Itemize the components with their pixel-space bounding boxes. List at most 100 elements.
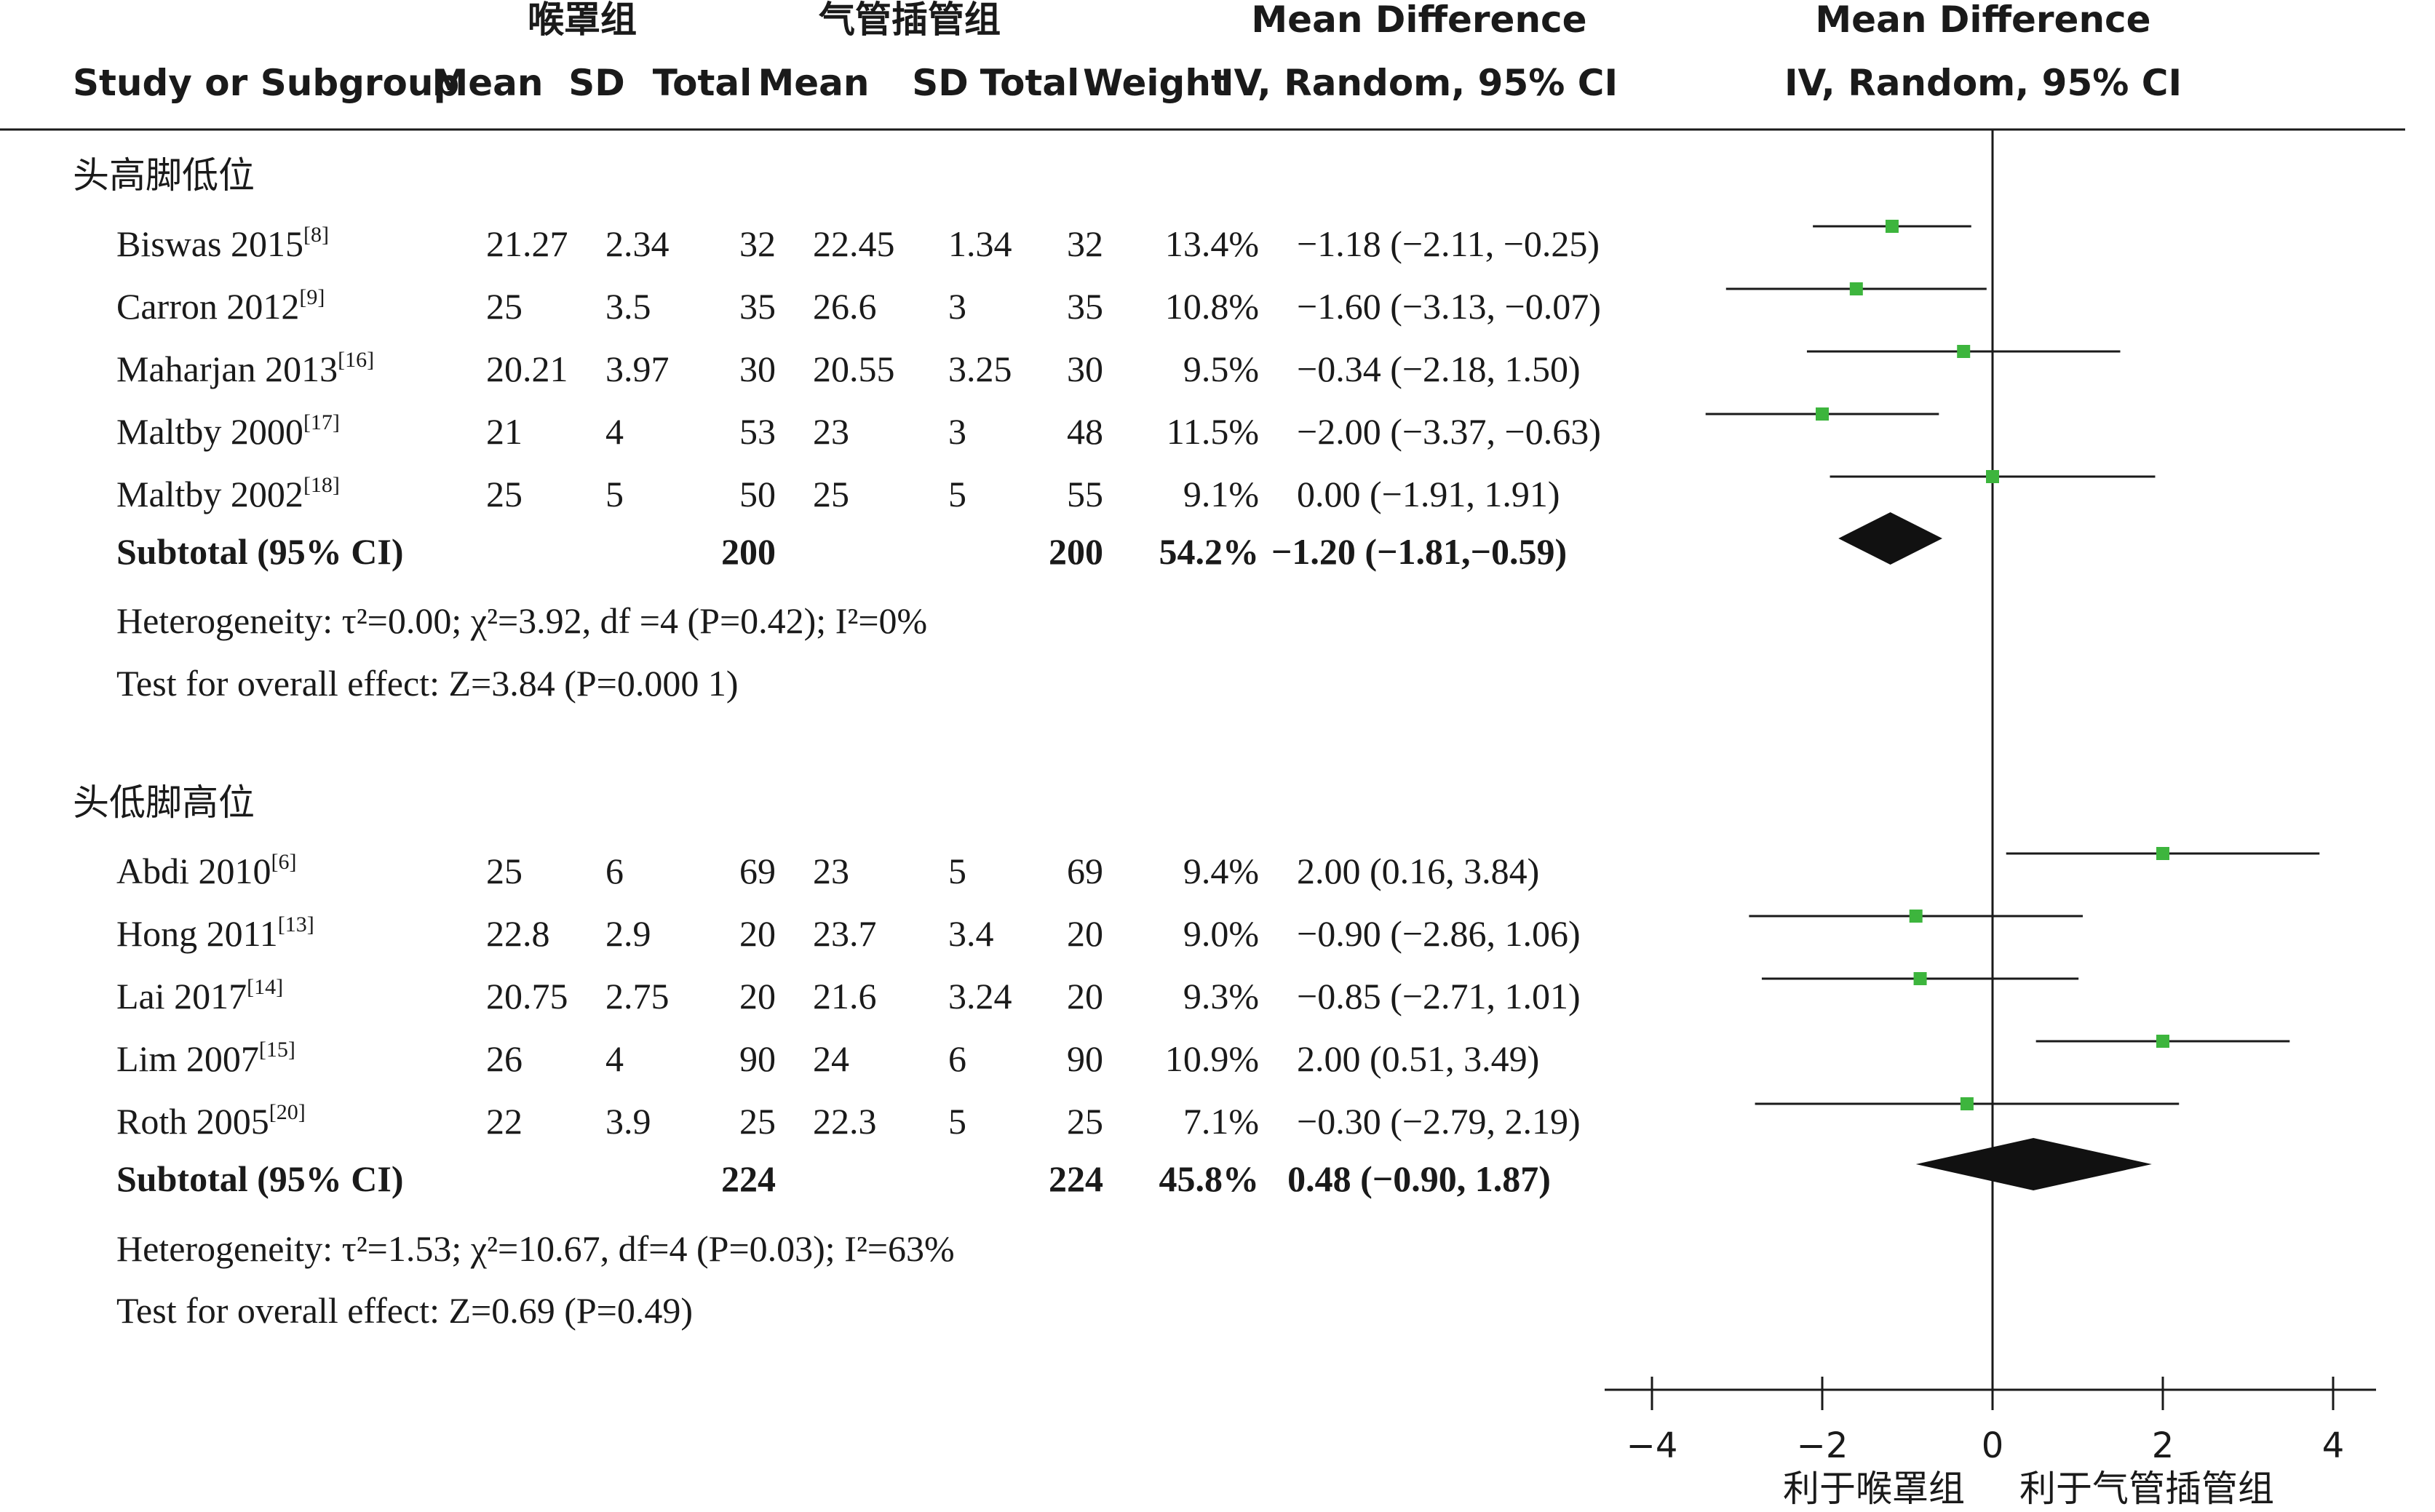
total2-header: Total (980, 62, 1080, 104)
study-reference: [8] (303, 223, 329, 247)
cell-sd2: 3 (948, 286, 966, 327)
study-name: Roth 2005[20] (116, 1100, 306, 1142)
cell-mean2: 23.7 (813, 913, 877, 954)
cell-total2: 48 (1067, 411, 1103, 452)
heterogeneity-text: Heterogeneity: τ²=1.53; χ²=10.67, df=4 (… (116, 1228, 955, 1269)
cell-total2: 90 (1067, 1038, 1103, 1079)
study-header: Study or Subgroup (73, 62, 459, 104)
cell-weight: 9.0% (1183, 913, 1259, 954)
cell-total1: 20 (739, 913, 776, 954)
point-estimate-marker (1960, 1097, 1974, 1110)
cell-weight: 7.1% (1183, 1101, 1259, 1142)
cell-mean2: 22.3 (813, 1101, 877, 1142)
x-ticks: −4 −2 0 2 4 (1626, 1377, 2345, 1466)
cell-total1: 50 (739, 474, 776, 514)
cell-sd2: 3.25 (948, 349, 1012, 389)
cell-sd1: 4 (605, 1038, 624, 1079)
total1-header: Total (653, 62, 752, 104)
cell-ci-text: −1.60 (−3.13, −0.07) (1297, 286, 1601, 327)
x-tick-label: 4 (2322, 1425, 2345, 1466)
cell-mean1: 21 (486, 411, 523, 452)
weight-header: Weight (1083, 62, 1228, 104)
subtotal-weight: 45.8% (1159, 1158, 1260, 1199)
md-table-header-2: IV, Random, 95% CI (1220, 62, 1618, 104)
cell-sd1: 4 (605, 411, 624, 452)
overall-effect-text: Test for overall effect: Z=0.69 (P=0.49) (116, 1290, 693, 1331)
cell-sd1: 3.9 (605, 1101, 651, 1142)
study-reference: [13] (278, 912, 314, 936)
study-name: Lai 2017[14] (116, 975, 283, 1016)
cell-weight: 9.5% (1183, 349, 1259, 389)
cell-total1: 90 (739, 1038, 776, 1079)
cell-ci-text: −1.18 (−2.11, −0.25) (1297, 223, 1600, 264)
cell-ci-text: −0.85 (−2.71, 1.01) (1297, 976, 1581, 1016)
cell-total2: 25 (1067, 1101, 1103, 1142)
subtotal-total2: 200 (1049, 531, 1103, 572)
subtotal-label: Subtotal (95% CI) (116, 1158, 403, 1199)
sd1-header: SD (568, 62, 625, 104)
study-name: Abdi 2010[6] (116, 850, 296, 891)
cell-ci-text: 2.00 (0.16, 3.84) (1297, 851, 1539, 891)
point-estimate-marker (1816, 407, 1829, 421)
cell-sd2: 3.4 (948, 913, 994, 954)
study-name: Hong 2011[13] (116, 912, 314, 954)
cell-ci-text: 2.00 (0.51, 3.49) (1297, 1038, 1539, 1079)
cell-weight: 9.1% (1183, 474, 1259, 514)
study-markers (1705, 220, 2320, 1110)
cell-mean1: 25 (486, 474, 523, 514)
point-estimate-marker (1957, 345, 1971, 358)
cell-weight: 9.4% (1183, 851, 1259, 891)
x-tick-label: 0 (1982, 1425, 2004, 1466)
study-reference: [18] (303, 473, 340, 497)
subtotal-ci: −1.20 (−1.81,−0.59) (1271, 531, 1567, 572)
cell-sd2: 3 (948, 411, 966, 452)
plot-area: −4 −2 0 2 4 (1605, 130, 2376, 1466)
subtotal-ci: 0.48 (−0.90, 1.87) (1287, 1158, 1551, 1199)
study-name: Carron 2012[9] (116, 285, 325, 327)
x-tick-label: −4 (1626, 1425, 1678, 1466)
overall-effect-text: Test for overall effect: Z=3.84 (P=0.000… (116, 663, 739, 704)
cell-mean1: 22 (486, 1101, 523, 1142)
cell-sd1: 2.9 (605, 913, 651, 954)
study-name: Maharjan 2013[16] (116, 348, 374, 389)
x-tick-label: −2 (1797, 1425, 1848, 1466)
point-estimate-marker (1913, 972, 1927, 985)
subtotal-total2: 224 (1049, 1158, 1103, 1199)
cell-mean1: 21.27 (486, 223, 568, 264)
cell-sd1: 3.97 (605, 349, 670, 389)
cell-total1: 69 (739, 851, 776, 891)
cell-weight: 10.9% (1165, 1038, 1259, 1079)
point-estimate-marker (1909, 910, 1923, 923)
cell-total1: 20 (739, 976, 776, 1016)
cell-total2: 32 (1067, 223, 1103, 264)
cell-weight: 10.8% (1165, 286, 1259, 327)
cell-total2: 30 (1067, 349, 1103, 389)
subtotal-label: Subtotal (95% CI) (116, 531, 403, 572)
cell-sd1: 5 (605, 474, 624, 514)
point-estimate-marker (1986, 470, 1999, 483)
heterogeneity-text: Heterogeneity: τ²=0.00; χ²=3.92, df =4 (… (116, 600, 927, 641)
study-name: Maltby 2002[18] (116, 473, 340, 514)
x-tick-label: 2 (2152, 1425, 2174, 1466)
cell-total1: 25 (739, 1101, 776, 1142)
cell-mean2: 22.45 (813, 223, 895, 264)
point-estimate-marker (1885, 220, 1899, 233)
cell-ci-text: −0.34 (−2.18, 1.50) (1297, 349, 1581, 389)
cell-sd2: 5 (948, 851, 966, 891)
cell-mean1: 22.8 (486, 913, 550, 954)
x-label-favours-left: 利于喉罩组 (1783, 1468, 1965, 1510)
cell-ci-text: 0.00 (−1.91, 1.91) (1297, 474, 1560, 514)
cell-weight: 11.5% (1167, 411, 1259, 452)
mean1-header: Mean (432, 62, 543, 104)
group1-header: 喉罩组 (528, 0, 637, 41)
subtotal-total1: 224 (721, 1158, 776, 1199)
cell-mean2: 23 (813, 411, 849, 452)
md-table-header-1: Mean Difference (1251, 0, 1586, 41)
cell-sd2: 3.24 (948, 976, 1012, 1016)
study-name: Biswas 2015[8] (116, 223, 329, 264)
point-estimate-marker (2156, 1035, 2169, 1048)
cell-total1: 53 (739, 411, 776, 452)
study-name: Maltby 2000[17] (116, 410, 340, 452)
cell-mean1: 20.21 (486, 349, 568, 389)
